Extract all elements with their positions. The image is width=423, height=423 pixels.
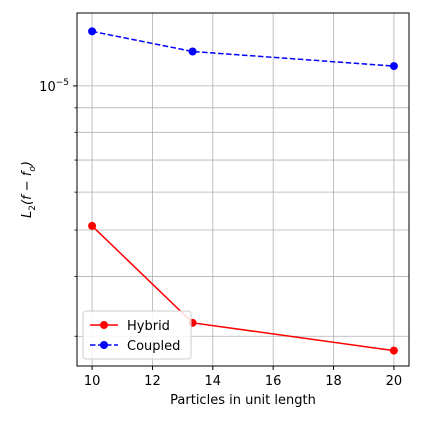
x-tick-label: 16 [265, 374, 282, 389]
legend-label-coupled: Coupled [127, 339, 180, 354]
legend: Hybrid Coupled [82, 310, 192, 360]
data-point-coupled [188, 47, 197, 56]
x-tick-label: 12 [144, 374, 161, 389]
x-axis-label: Particles in unit length [170, 393, 316, 408]
data-point-hybrid [88, 221, 97, 230]
series-layer [88, 27, 398, 355]
y-label-close-paren: ) [20, 161, 35, 167]
series-line-coupled [91, 30, 394, 67]
y-label-sub-2: 2 [28, 205, 38, 211]
y-label-l: L [20, 211, 35, 218]
x-tick-label: 10 [84, 374, 101, 389]
plot-frame [76, 12, 410, 367]
y-tick-label-exponent: −5 [56, 78, 69, 88]
legend-label-hybrid: Hybrid [127, 319, 170, 334]
y-axis-label: L2(f − fo) [20, 161, 38, 218]
legend-marker-hybrid [100, 321, 108, 329]
legend-marker-coupled [100, 341, 108, 349]
y-label-f-minus-f: (f − f [20, 169, 35, 205]
x-tick-label: 14 [205, 374, 222, 389]
x-tick-label: 20 [386, 374, 403, 389]
legend-box [82, 310, 192, 360]
x-tick-label: 18 [325, 374, 342, 389]
y-tick-label: 10−5 [39, 78, 69, 95]
y-tick-label-base: 10 [39, 80, 56, 95]
grid-layer [77, 13, 409, 366]
data-point-hybrid [389, 346, 398, 355]
y-label-sub-o: o [28, 166, 38, 172]
data-point-coupled [389, 62, 398, 71]
data-point-coupled [88, 27, 97, 36]
